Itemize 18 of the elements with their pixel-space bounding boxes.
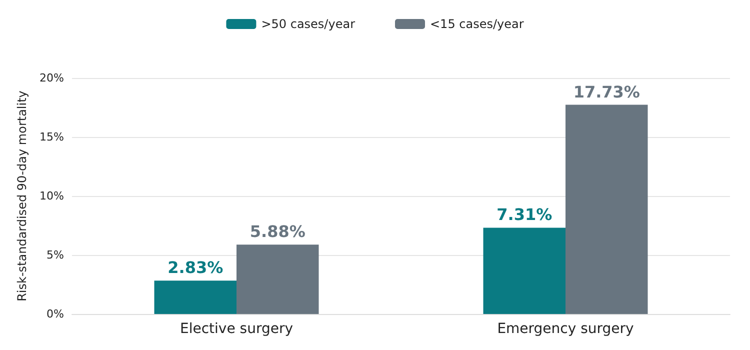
y-tick-label: 0% bbox=[46, 308, 64, 320]
y-tick-label: 15% bbox=[40, 130, 64, 144]
legend-label: <15 cases/year bbox=[430, 17, 524, 31]
y-tick-label: 5% bbox=[46, 248, 64, 262]
bar bbox=[154, 280, 236, 314]
bar bbox=[483, 228, 566, 314]
bar bbox=[236, 244, 319, 314]
data-label: 17.73% bbox=[573, 82, 640, 102]
data-label: 5.88% bbox=[250, 222, 306, 242]
y-axis-title: Risk-standardised 90-day mortality bbox=[15, 90, 29, 302]
bar bbox=[566, 104, 648, 314]
y-tick-label: 20% bbox=[40, 72, 64, 84]
x-tick-label: Elective surgery bbox=[180, 321, 293, 337]
data-label: 7.31% bbox=[496, 205, 552, 224]
y-tick-label: 10% bbox=[40, 190, 64, 202]
legend-label: >50 cases/year bbox=[261, 17, 356, 31]
x-tick-label: Emergency surgery bbox=[497, 321, 634, 337]
data-label: 2.83% bbox=[168, 258, 224, 278]
